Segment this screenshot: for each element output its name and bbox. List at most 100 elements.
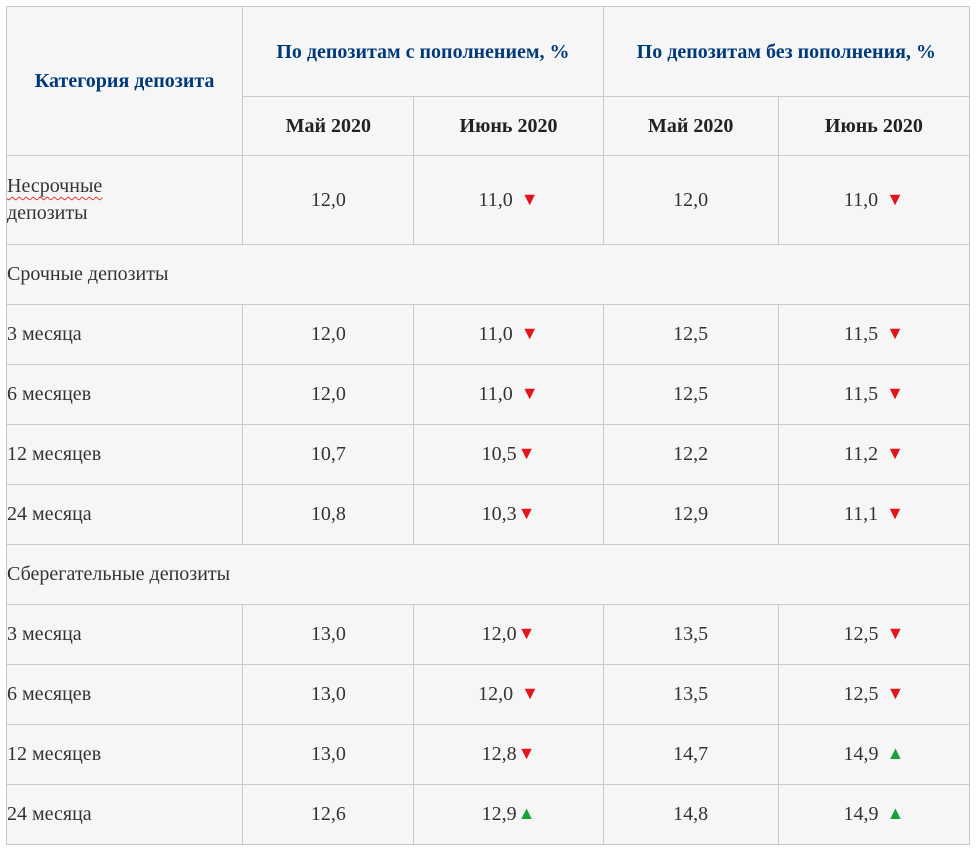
value-without-june-cell: 11,0 ▼ (777, 155, 971, 245)
trend-down-icon: ▼ (517, 443, 536, 463)
value-with-june: 11,0 (478, 323, 513, 345)
trend-down-icon: ▼ (520, 188, 539, 209)
value-without-june-cell: 11,5 ▼ (777, 304, 971, 365)
trend-down-icon: ▼ (886, 383, 904, 403)
header-category: Категория депозита (5, 6, 244, 156)
trend-down-icon: ▼ (886, 683, 905, 703)
row-label: 12 месяцев (5, 424, 244, 485)
trend-up-icon: ▲ (886, 803, 905, 823)
row-label: 3 месяца (5, 304, 244, 365)
trend-down-icon: ▼ (517, 503, 536, 523)
value-without-may: 13,5 (602, 604, 779, 665)
value-with-june-cell: 11,0 ▼ (413, 155, 604, 245)
value-without-may: 12,2 (602, 424, 779, 485)
value-with-june: 11,0 (478, 188, 513, 211)
value-with-june-cell: 10,5▼ (413, 424, 604, 485)
trend-up-icon: ▲ (886, 743, 905, 763)
value-without-june: 14,9 (843, 743, 879, 765)
row-label: 6 месяцев (5, 364, 244, 425)
section-row: Сберегательные депозиты (6, 544, 970, 605)
header-june-without: Июнь 2020 (777, 96, 971, 156)
header-group-without-topup: По депозитам без пополнения, % (602, 6, 971, 97)
value-without-may: 14,8 (602, 784, 779, 845)
section-row: Срочные депозиты (6, 244, 970, 305)
value-with-june: 12,9 (481, 803, 517, 825)
trend-down-icon: ▼ (886, 623, 905, 643)
row-label: 3 месяца (5, 604, 244, 665)
value-with-june-cell: 10,3▼ (413, 484, 604, 545)
row-label: 24 месяца (5, 484, 244, 545)
trend-up-icon: ▲ (517, 803, 536, 823)
table-row: 12 месяцев 10,7 10,5▼ 12,2 11,2 ▼ (5, 424, 971, 485)
value-without-june-cell: 14,9 ▲ (777, 724, 971, 785)
table-row: 24 месяца 12,6 12,9▲ 14,8 14,9 ▲ (5, 784, 971, 845)
table-row: 24 месяца 10,8 10,3▼ 12,9 11,1 ▼ (5, 484, 971, 545)
value-with-may: 13,0 (242, 724, 415, 785)
value-without-june-cell: 14,9 ▲ (777, 784, 971, 845)
value-without-june: 11,1 (843, 503, 879, 525)
value-without-may: 14,7 (602, 724, 779, 785)
value-with-may: 13,0 (242, 604, 415, 665)
trend-down-icon: ▼ (886, 443, 904, 463)
value-with-may: 12,6 (242, 784, 415, 845)
value-without-june: 11,2 (843, 443, 879, 465)
value-with-june-cell: 12,8▼ (413, 724, 604, 785)
value-without-june: 12,5 (843, 623, 879, 645)
value-without-june: 14,9 (843, 803, 879, 825)
value-without-may: 13,5 (602, 664, 779, 725)
value-without-june-cell: 11,5 ▼ (777, 364, 971, 425)
value-with-june: 12,8 (481, 743, 517, 765)
trend-down-icon: ▼ (886, 188, 904, 209)
deposit-rates-table: Категория депозита По депозитам с пополн… (5, 6, 971, 845)
table-row: 3 месяца 13,0 12,0▼ 13,5 12,5 ▼ (5, 604, 971, 665)
value-with-june-cell: 11,0 ▼ (413, 304, 604, 365)
value-with-june-cell: 12,0▼ (413, 604, 604, 665)
value-with-june-cell: 12,0▼ (413, 664, 604, 725)
value-with-may: 10,8 (242, 484, 415, 545)
value-without-june: 11,0 (843, 188, 879, 211)
trend-down-icon: ▼ (521, 683, 539, 703)
value-with-may: 12,0 (242, 304, 415, 365)
value-with-may: 10,7 (242, 424, 415, 485)
header-row-periods: Май 2020 Июнь 2020 Май 2020 Июнь 2020 (7, 96, 971, 156)
value-without-may: 12,0 (602, 155, 779, 245)
row-label: 24 месяца (5, 784, 244, 845)
table-row: 6 месяцев 12,0 11,0 ▼ 12,5 11,5 ▼ (5, 364, 971, 425)
value-without-may: 12,9 (602, 484, 779, 545)
value-with-may: 12,0 (242, 364, 415, 425)
row-label: 12 месяцев (5, 724, 244, 785)
value-without-june: 11,5 (843, 383, 879, 405)
value-without-june: 11,5 (843, 323, 879, 345)
trend-down-icon: ▼ (520, 323, 539, 343)
row-label: Несрочные депозиты (5, 155, 244, 245)
value-with-june-cell: 11,0 ▼ (413, 364, 604, 425)
trend-down-icon: ▼ (520, 383, 539, 403)
trend-down-icon: ▼ (886, 503, 904, 523)
value-with-june: 10,3 (481, 503, 517, 525)
table-row: 3 месяца 12,0 11,0 ▼ 12,5 11,5 ▼ (5, 304, 971, 365)
value-without-june-cell: 12,5 ▼ (777, 664, 971, 725)
section-title-savings: Сберегательные депозиты (6, 544, 970, 605)
table-row: 12 месяцев 13,0 12,8▼ 14,7 14,9 ▲ (5, 724, 971, 785)
value-without-june-cell: 11,2 ▼ (777, 424, 971, 485)
header-june-with: Июнь 2020 (413, 96, 604, 156)
row-label: 6 месяцев (5, 664, 244, 725)
header-may-with: Май 2020 (242, 96, 415, 156)
value-with-june: 11,0 (478, 383, 513, 405)
row-label-line2: депозиты (7, 202, 88, 224)
table-row: Несрочные депозиты 12,0 11,0 ▼ 12,0 11,0 ▼ (5, 155, 971, 245)
header-row-groups: Категория депозита По депозитам с пополн… (5, 6, 971, 156)
header-group-with-topup: По депозитам с пополнением, % (242, 6, 604, 97)
value-without-may: 12,5 (602, 304, 779, 365)
value-without-june: 12,5 (843, 683, 879, 705)
value-with-june: 10,5 (481, 443, 517, 465)
section-title-term: Срочные депозиты (6, 244, 970, 305)
trend-down-icon: ▼ (886, 323, 904, 343)
row-label-line1: Несрочные (7, 175, 103, 197)
value-without-june-cell: 12,5 ▼ (777, 604, 971, 665)
value-with-may: 12,0 (242, 155, 415, 245)
value-without-june-cell: 11,1 ▼ (777, 484, 971, 545)
trend-down-icon: ▼ (517, 623, 536, 643)
value-with-may: 13,0 (242, 664, 415, 725)
trend-down-icon: ▼ (517, 743, 536, 763)
